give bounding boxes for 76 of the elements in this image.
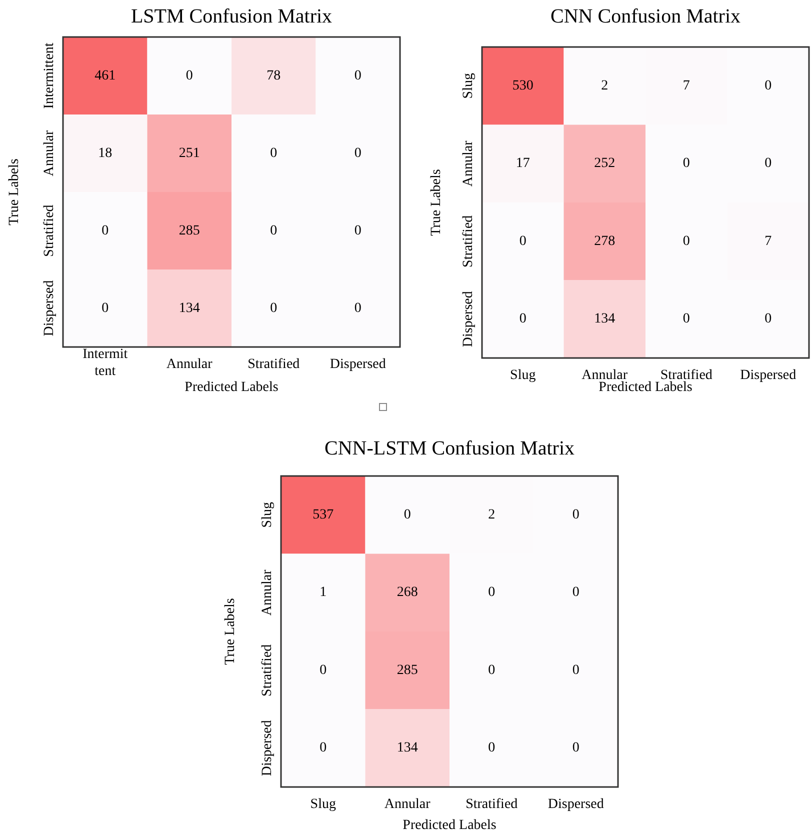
x-tick-label: Dispersed [330, 357, 386, 372]
data-label: 0 [682, 312, 690, 327]
data-label: 134 [594, 312, 616, 327]
data-label: 0 [572, 507, 580, 522]
data-label: 0 [519, 312, 526, 327]
data-label: 0 [102, 300, 109, 316]
chart-title: CNN Confusion Matrix [550, 6, 740, 28]
data-label: 0 [320, 740, 327, 756]
data-label: 285 [396, 662, 418, 678]
y-tick-label: Stratified [42, 204, 58, 257]
data-label: 2 [488, 507, 496, 522]
x-tick-label: Dispersed [740, 368, 796, 384]
data-label: 0 [519, 234, 526, 249]
data-label: 78 [266, 68, 281, 84]
y-tick-label: Annular [42, 130, 58, 176]
y-tick-label: Annular [461, 140, 476, 187]
data-label: 252 [594, 156, 616, 172]
y-axis-title: True Labels [223, 598, 238, 665]
data-label: 0 [764, 156, 772, 172]
data-label: 7 [682, 78, 690, 94]
y-tick-label: Dispersed [260, 720, 276, 776]
x-tick-label: Dispersed [548, 797, 604, 812]
y-tick-label: Slug [461, 73, 476, 99]
x-tick-label: Intermittent [82, 347, 128, 380]
data-label: 0 [572, 662, 580, 678]
data-label: 1 [320, 585, 327, 600]
data-label: 0 [320, 662, 327, 678]
y-tick-label: Slug [260, 502, 276, 528]
data-label: 2 [601, 78, 608, 94]
data-label: 0 [682, 156, 690, 172]
data-label: 0 [488, 585, 496, 600]
data-label: 0 [186, 68, 193, 84]
data-label: 251 [178, 146, 200, 161]
y-tick-label: Intermittent [42, 42, 58, 109]
data-label: 134 [396, 740, 418, 756]
data-label: 17 [516, 156, 530, 172]
data-label: 7 [764, 234, 772, 249]
data-label: 0 [572, 740, 580, 756]
data-label: 0 [682, 234, 690, 249]
x-tick-label: Slug [510, 368, 536, 384]
x-tick-label: Annular [384, 797, 431, 812]
y-tick-label: Annular [260, 569, 276, 616]
data-label: 0 [404, 507, 411, 522]
x-tick-label: Slug [310, 797, 336, 812]
chart-title: LSTM Confusion Matrix [130, 6, 332, 28]
y-tick-label: Stratified [461, 215, 476, 268]
data-label: 0 [354, 146, 362, 161]
data-label: 0 [354, 300, 362, 316]
data-label: 461 [94, 68, 116, 84]
chart-title: CNN-LSTM Confusion Matrix [324, 438, 574, 460]
data-label: 285 [178, 223, 200, 238]
data-label: 0 [270, 300, 278, 316]
data-label: 530 [512, 78, 534, 94]
data-label: 537 [312, 507, 334, 522]
data-label: 0 [572, 585, 580, 600]
data-label: 0 [270, 223, 278, 238]
data-label: 134 [178, 300, 200, 316]
data-label: 278 [594, 234, 616, 249]
data-label: 0 [102, 223, 109, 238]
data-label: 18 [98, 146, 112, 161]
y-tick-label: Stratified [260, 644, 276, 696]
data-label: 0 [488, 740, 496, 756]
data-label: 268 [396, 585, 418, 600]
x-axis-title: Predicted Labels [184, 380, 278, 396]
data-label: 0 [488, 662, 496, 678]
data-label: 0 [270, 146, 278, 161]
x-axis-title: Predicted Labels [598, 380, 692, 396]
data-label: 0 [764, 312, 772, 327]
x-tick-label: Annular [166, 357, 213, 372]
y-axis-title: True Labels [429, 169, 444, 236]
data-label: 0 [354, 223, 362, 238]
x-axis-title: Predicted Labels [402, 818, 496, 834]
y-axis-title: True Labels [7, 158, 22, 226]
data-label: 0 [354, 68, 362, 84]
y-tick-label: Dispersed [42, 280, 58, 336]
data-label: 0 [764, 78, 772, 94]
